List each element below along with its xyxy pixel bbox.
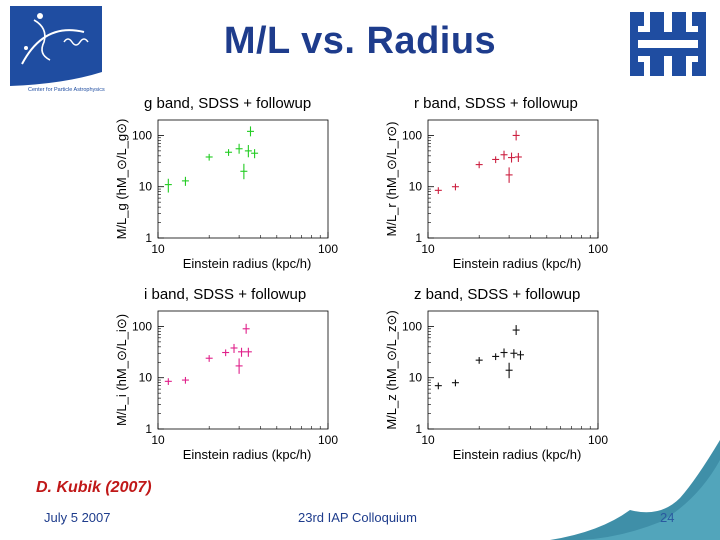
y-tick-label: 10 [409, 371, 423, 385]
y-tick-label: 100 [402, 128, 422, 142]
y-tick-label: 10 [139, 180, 153, 194]
y-tick-label: 10 [409, 180, 423, 194]
x-tick-label: 100 [588, 433, 608, 447]
panel-title: g band, SDSS + followup [144, 95, 311, 112]
x-axis-label: Einstein radius (kpc/h) [183, 256, 312, 271]
y-tick-label: 1 [415, 231, 422, 245]
y-tick-label: 1 [145, 231, 152, 245]
x-tick-label: 10 [421, 242, 435, 256]
x-axis-label: Einstein radius (kpc/h) [183, 447, 312, 462]
y-tick-label: 100 [132, 128, 152, 142]
x-tick-label: 100 [318, 242, 338, 256]
x-axis-label: Einstein radius (kpc/h) [453, 256, 582, 271]
plot-frame [157, 119, 329, 239]
x-tick-label: 100 [318, 433, 338, 447]
fermilab-logo [630, 12, 706, 76]
page-number: 24 [660, 510, 675, 525]
x-tick-label: 10 [151, 242, 165, 256]
y-tick-label: 100 [132, 319, 152, 333]
panel-title: i band, SDSS + followup [144, 286, 306, 303]
plot-frame [427, 119, 599, 239]
y-axis-label: M/L_i (hM_⊙/L_i⊙) [114, 314, 129, 426]
plots-grid: g band, SDSS + followup 10 100 1 10 100 Einste… [100, 92, 640, 474]
plot-frame [157, 310, 329, 430]
y-tick-label: 10 [139, 371, 153, 385]
x-tick-label: 10 [151, 433, 165, 447]
y-axis-label: M/L_z (hM_⊙/L_z⊙) [384, 310, 399, 429]
x-tick-label: 10 [421, 433, 435, 447]
y-tick-label: 1 [145, 422, 152, 436]
decorative-corner-graphic [550, 440, 720, 540]
panel-title: z band, SDSS + followup [414, 286, 580, 303]
footer-date: July 5 2007 [44, 510, 111, 525]
panel-title: r band, SDSS + followup [414, 95, 578, 112]
author-credit: D. Kubik (2007) [36, 479, 152, 496]
slide-title: M/L vs. Radius [223, 20, 497, 62]
x-tick-label: 100 [588, 242, 608, 256]
y-axis-label: M/L_r (hM_⊙/L_r⊙) [384, 122, 399, 237]
x-axis-label: Einstein radius (kpc/h) [453, 447, 582, 462]
left-logo-caption: Center for Particle Astrophysics [28, 87, 105, 93]
plot-frame [427, 310, 599, 430]
y-tick-label: 1 [415, 422, 422, 436]
center-particle-astrophysics-logo: Center for Particle Astrophysics [10, 6, 105, 93]
y-axis-label: M/L_g (hM_⊙/L_g⊙) [114, 119, 129, 240]
y-tick-label: 100 [402, 319, 422, 333]
footer-event: 23rd IAP Colloquium [298, 510, 417, 525]
